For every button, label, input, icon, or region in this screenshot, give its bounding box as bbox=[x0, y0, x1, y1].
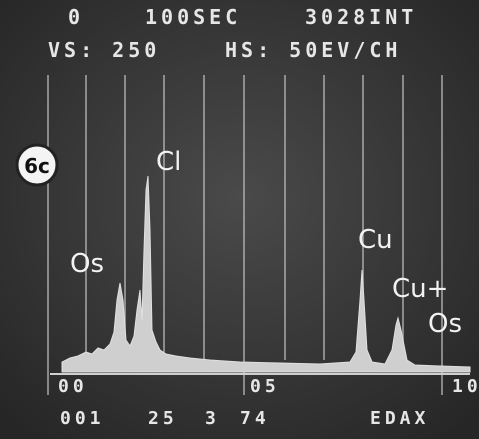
axis-label: 10 bbox=[452, 376, 479, 397]
counter: 0 bbox=[68, 5, 84, 29]
footer-field: EDAX bbox=[370, 408, 429, 429]
peak-label: Os bbox=[70, 249, 104, 279]
peak-label: Cu bbox=[358, 225, 393, 255]
peak-label: Os bbox=[428, 309, 462, 339]
footer-field: 3 bbox=[205, 408, 220, 429]
footer-field: 25 bbox=[148, 408, 178, 429]
horizontal-scale: HS: 50EV/CH bbox=[225, 38, 401, 62]
spectrum-trace bbox=[61, 175, 471, 373]
footer-field: 74 bbox=[240, 408, 270, 429]
axis-label: 05 bbox=[250, 376, 280, 397]
live-time: 100SEC bbox=[145, 5, 241, 29]
axis-label: 00 bbox=[58, 376, 88, 397]
badge-circle bbox=[15, 143, 59, 187]
integral: 3028INT bbox=[305, 5, 417, 29]
badge-label: 6c bbox=[24, 154, 50, 178]
grid-lines bbox=[47, 75, 443, 395]
vertical-scale: VS: 250 bbox=[48, 38, 160, 62]
peak-label: Cu+ bbox=[392, 274, 448, 304]
peak-label: Cl bbox=[156, 147, 181, 177]
footer-field: 001 bbox=[60, 408, 105, 429]
